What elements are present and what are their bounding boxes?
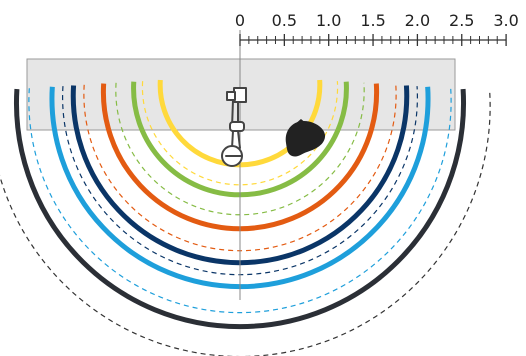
scale-ruler: 0 0.5 1.0 1.5 2.0 2.5 3.0 [235,11,519,46]
scale-label-3-0: 3.0 [493,11,518,30]
source-knob [227,92,235,100]
ruler-labels: 0 0.5 1.0 1.5 2.0 2.5 3.0 [235,11,519,30]
scale-label-1-5: 1.5 [360,11,385,30]
scale-label-2-0: 2.0 [405,11,430,30]
scale-label-2-5: 2.5 [449,11,474,30]
chair-handle [230,122,244,131]
scale-label-1-0: 1.0 [316,11,341,30]
scale-label-0: 0 [235,11,245,30]
ring-charcoal-dashed [0,91,490,356]
scale-label-0-5: 0.5 [272,11,297,30]
